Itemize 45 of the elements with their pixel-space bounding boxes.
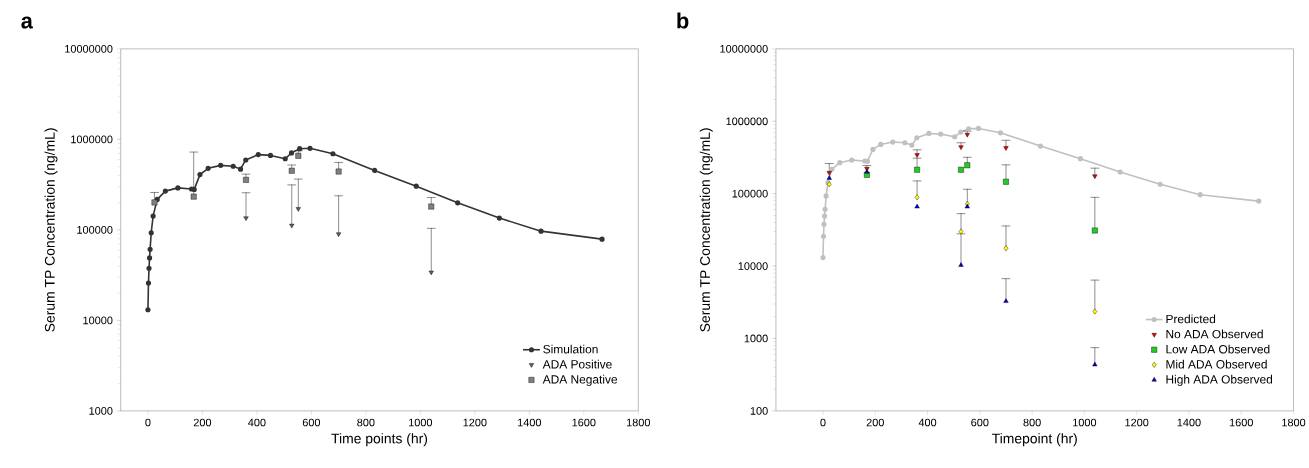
x-tick-label: 0 bbox=[820, 418, 826, 427]
x-tick-label: 200 bbox=[866, 418, 884, 427]
y-tick-label: 10000000 bbox=[720, 45, 768, 53]
y-tick-label: 10000 bbox=[738, 262, 768, 271]
x-tick-label: 600 bbox=[302, 418, 321, 427]
x-tick-label: 400 bbox=[248, 418, 266, 427]
y-axis-title: Serum TP Concentration (ng/mL) bbox=[44, 128, 58, 332]
y-axis-title: Serum TP Concentration (ng/mL) bbox=[699, 128, 713, 332]
x-tick-label: 1800 bbox=[1282, 418, 1306, 427]
x-tick-label: 1000 bbox=[409, 418, 433, 427]
y-tick-label: 100000 bbox=[732, 189, 768, 198]
y-tick-label: 1000000 bbox=[71, 135, 113, 144]
x-tick-label: 400 bbox=[918, 418, 937, 427]
legend-label: Mid ADA Observed bbox=[1166, 359, 1267, 369]
x-axis-title: Time points (hr) bbox=[331, 433, 428, 447]
y-tick-label: 100 bbox=[750, 407, 768, 415]
chart-title: a bbox=[21, 16, 33, 29]
x-tick-label: 1400 bbox=[1177, 418, 1201, 427]
y-tick-label: 10000000 bbox=[65, 45, 113, 53]
x-tick-label: 800 bbox=[357, 418, 375, 427]
x-tick-label: 1600 bbox=[572, 418, 596, 427]
legend-label: Low ADA Observed bbox=[1166, 344, 1270, 354]
legend-label: Predicted bbox=[1166, 314, 1216, 324]
legend-label: High ADA Observed bbox=[1166, 374, 1273, 387]
x-tick-label: 1200 bbox=[1125, 418, 1149, 427]
chart-title: b bbox=[677, 12, 689, 29]
y-tick-label: 1000000 bbox=[726, 117, 768, 126]
x-tick-label: 1800 bbox=[626, 418, 651, 427]
x-tick-label: 200 bbox=[193, 418, 212, 427]
y-tick-label: 100000 bbox=[77, 226, 113, 234]
legend-label: ADA Negative bbox=[542, 374, 618, 387]
y-tick-label: 1000 bbox=[89, 407, 113, 415]
x-tick-label: 1000 bbox=[1073, 418, 1097, 427]
x-tick-label: 1200 bbox=[463, 418, 487, 427]
x-tick-label: 0 bbox=[145, 418, 151, 427]
x-tick-label: 800 bbox=[1023, 418, 1041, 427]
x-tick-label: 600 bbox=[971, 418, 989, 427]
x-axis-title: Timepoint (hr) bbox=[992, 433, 1077, 447]
x-tick-label: 1400 bbox=[517, 418, 542, 427]
legend-label: No ADA Observed bbox=[1166, 329, 1263, 339]
legend-label: ADA Positive bbox=[542, 359, 612, 369]
y-tick-label: 1000 bbox=[744, 334, 768, 343]
x-tick-label: 1600 bbox=[1229, 418, 1253, 427]
legend-label: Simulation bbox=[543, 344, 598, 354]
y-tick-label: 10000 bbox=[83, 316, 113, 325]
